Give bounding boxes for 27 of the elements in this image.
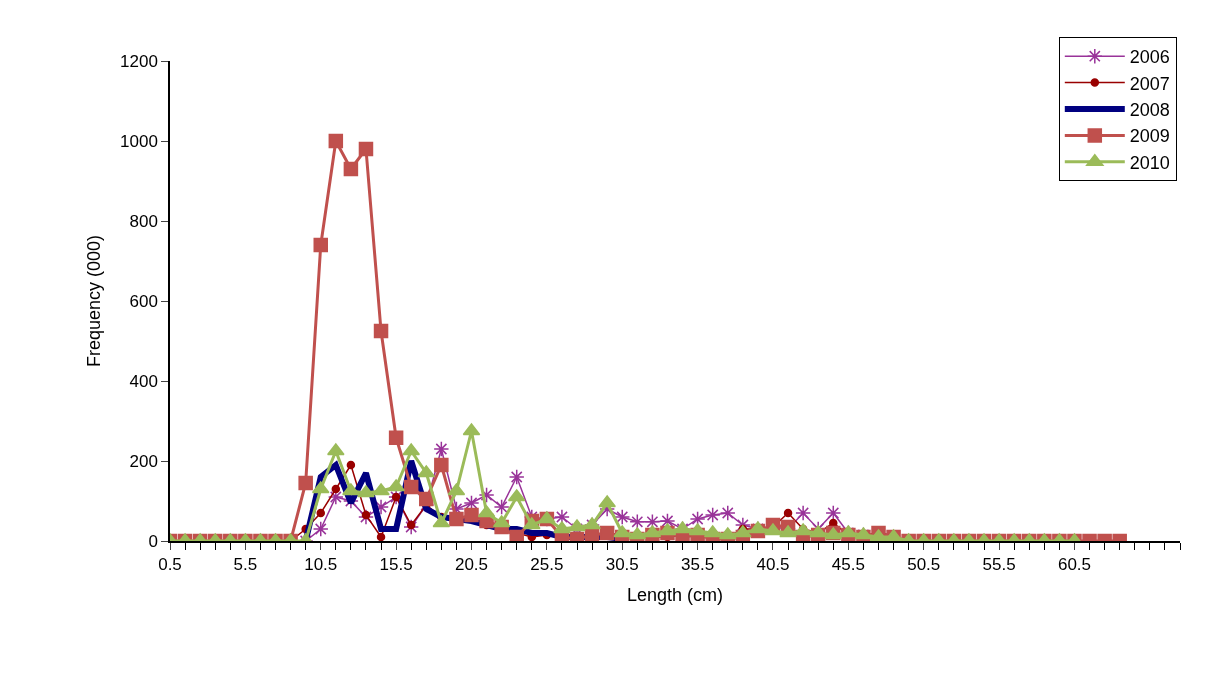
y-tick-label: 600 (129, 291, 158, 311)
legend-label: 2009 (1129, 126, 1170, 147)
y-tick-label: 0 (148, 531, 158, 551)
y-tick-label: 1000 (120, 131, 158, 151)
x-tick-label: 55.5 (982, 555, 1016, 575)
legend-label: 2006 (1129, 47, 1170, 68)
x-tick-label: 25.5 (530, 555, 564, 575)
x-tick-label: 15.5 (379, 555, 413, 575)
y-tick-label: 400 (129, 371, 158, 391)
x-tick-label: 0.5 (158, 555, 182, 575)
x-tick-label: 60.5 (1057, 555, 1092, 575)
x-tick-label: 50.5 (907, 555, 941, 575)
x-tick-label: 45.5 (831, 555, 865, 575)
y-tick-label: 800 (129, 211, 158, 231)
x-axis-title: Length (cm) (626, 584, 724, 605)
y-tick-label: 200 (129, 451, 158, 471)
x-tick-label: 35.5 (681, 555, 715, 575)
legend-label: 2007 (1129, 73, 1170, 94)
x-tick-label: 20.5 (454, 555, 489, 575)
legend-label: 2008 (1129, 100, 1170, 121)
y-tick-label: 1200 (120, 51, 158, 71)
x-tick-label: 30.5 (605, 555, 639, 575)
x-tick-label: 10.5 (304, 555, 338, 575)
x-tick-label: 40.5 (756, 555, 790, 575)
y-axis-title: Frequency (000) (83, 234, 104, 368)
legend-label: 2010 (1129, 152, 1170, 173)
x-tick-label: 5.5 (233, 555, 258, 575)
